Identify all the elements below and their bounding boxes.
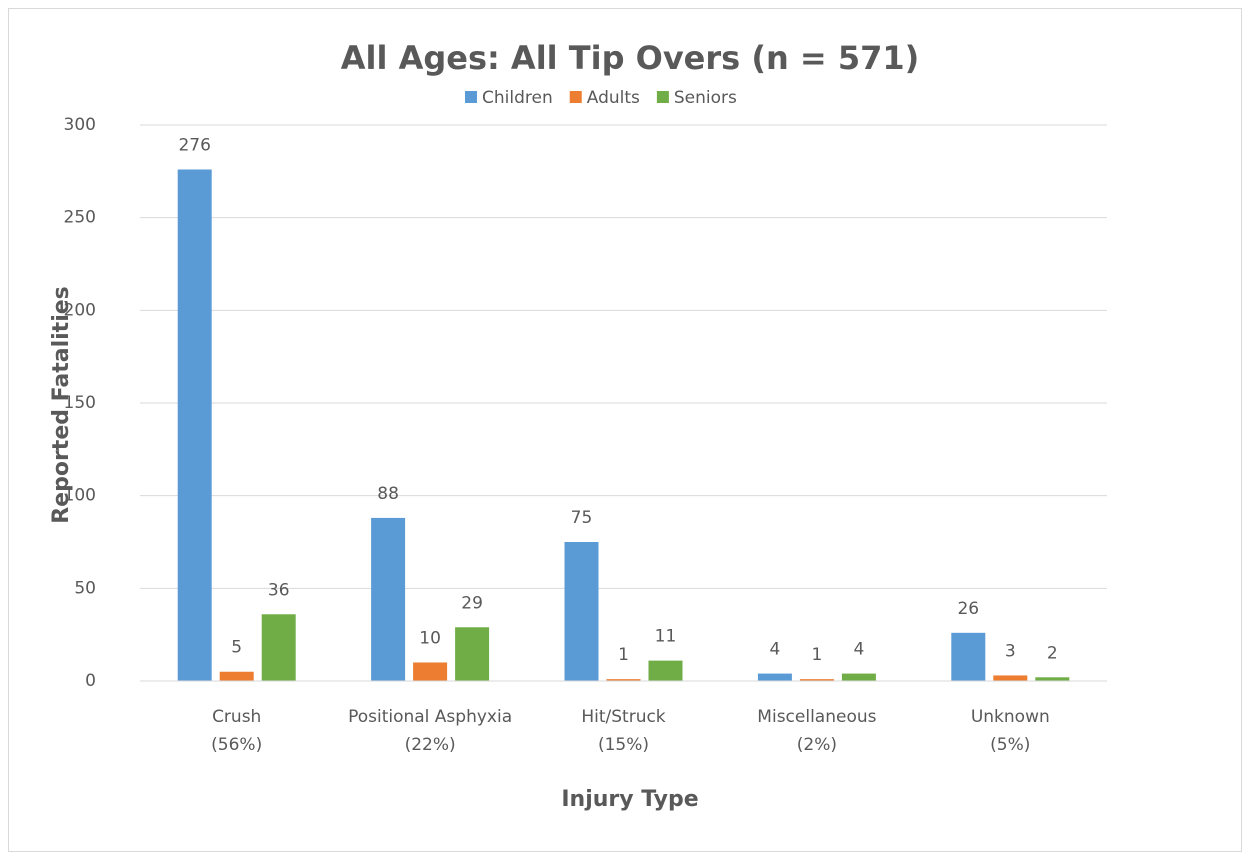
y-axis-title: Reported Fatalities — [49, 286, 74, 524]
bar — [951, 632, 986, 681]
bar — [757, 673, 792, 681]
data-label: 5 — [231, 638, 242, 658]
y-tick-label: 100 — [64, 486, 96, 506]
y-tick-label: 200 — [64, 300, 96, 320]
y-tick-label: 0 — [85, 671, 96, 691]
data-label: 2 — [1047, 643, 1058, 663]
bar — [413, 662, 448, 681]
data-label: 36 — [268, 580, 290, 600]
x-tick-label: (15%) — [598, 735, 649, 755]
x-tick-label: (5%) — [990, 735, 1030, 755]
legend-swatch — [569, 91, 582, 103]
data-label: 276 — [178, 135, 210, 155]
y-tick-label: 250 — [64, 208, 96, 228]
x-tick-label: (2%) — [797, 735, 837, 755]
legend-label: Children — [482, 88, 553, 108]
legend-label: Adults — [587, 88, 640, 108]
x-tick-label: Positional Asphyxia — [348, 707, 512, 727]
chart-border — [8, 8, 1242, 852]
data-label: 3 — [1005, 641, 1016, 661]
bar — [219, 671, 254, 681]
legend-swatch — [656, 91, 669, 103]
x-tick-label: Unknown — [971, 707, 1050, 727]
legend-label: Seniors — [674, 88, 737, 108]
data-label: 4 — [769, 640, 780, 660]
bar — [993, 675, 1028, 681]
bar — [1035, 677, 1070, 681]
data-label: 75 — [571, 508, 593, 528]
y-tick-label: 150 — [64, 393, 96, 413]
data-label: 4 — [853, 640, 864, 660]
x-tick-label: (56%) — [211, 735, 262, 755]
bar — [455, 627, 490, 681]
bar — [177, 169, 212, 682]
bar — [371, 517, 406, 681]
x-axis-title: Injury Type — [561, 787, 698, 812]
data-label: 10 — [419, 628, 441, 648]
x-tick-label: Hit/Struck — [581, 707, 665, 727]
legend-swatch — [465, 91, 477, 103]
bar — [261, 614, 296, 681]
x-tick-label: (22%) — [405, 735, 456, 755]
data-label: 1 — [618, 645, 629, 665]
x-tick-label: Miscellaneous — [757, 707, 876, 727]
bar — [841, 673, 876, 681]
bar — [564, 542, 599, 681]
bar — [648, 660, 683, 681]
bar — [799, 679, 834, 681]
data-label: 11 — [655, 627, 677, 647]
data-label: 1 — [811, 645, 822, 665]
x-tick-label: Crush — [212, 707, 261, 727]
data-label: 88 — [377, 484, 399, 504]
bar — [606, 679, 641, 681]
data-label: 29 — [461, 593, 483, 613]
y-tick-label: 50 — [74, 578, 96, 598]
y-tick-label: 300 — [64, 115, 96, 135]
chart-title: All Ages: All Tip Overs (n = 571) — [341, 39, 920, 77]
data-label: 26 — [957, 599, 979, 619]
